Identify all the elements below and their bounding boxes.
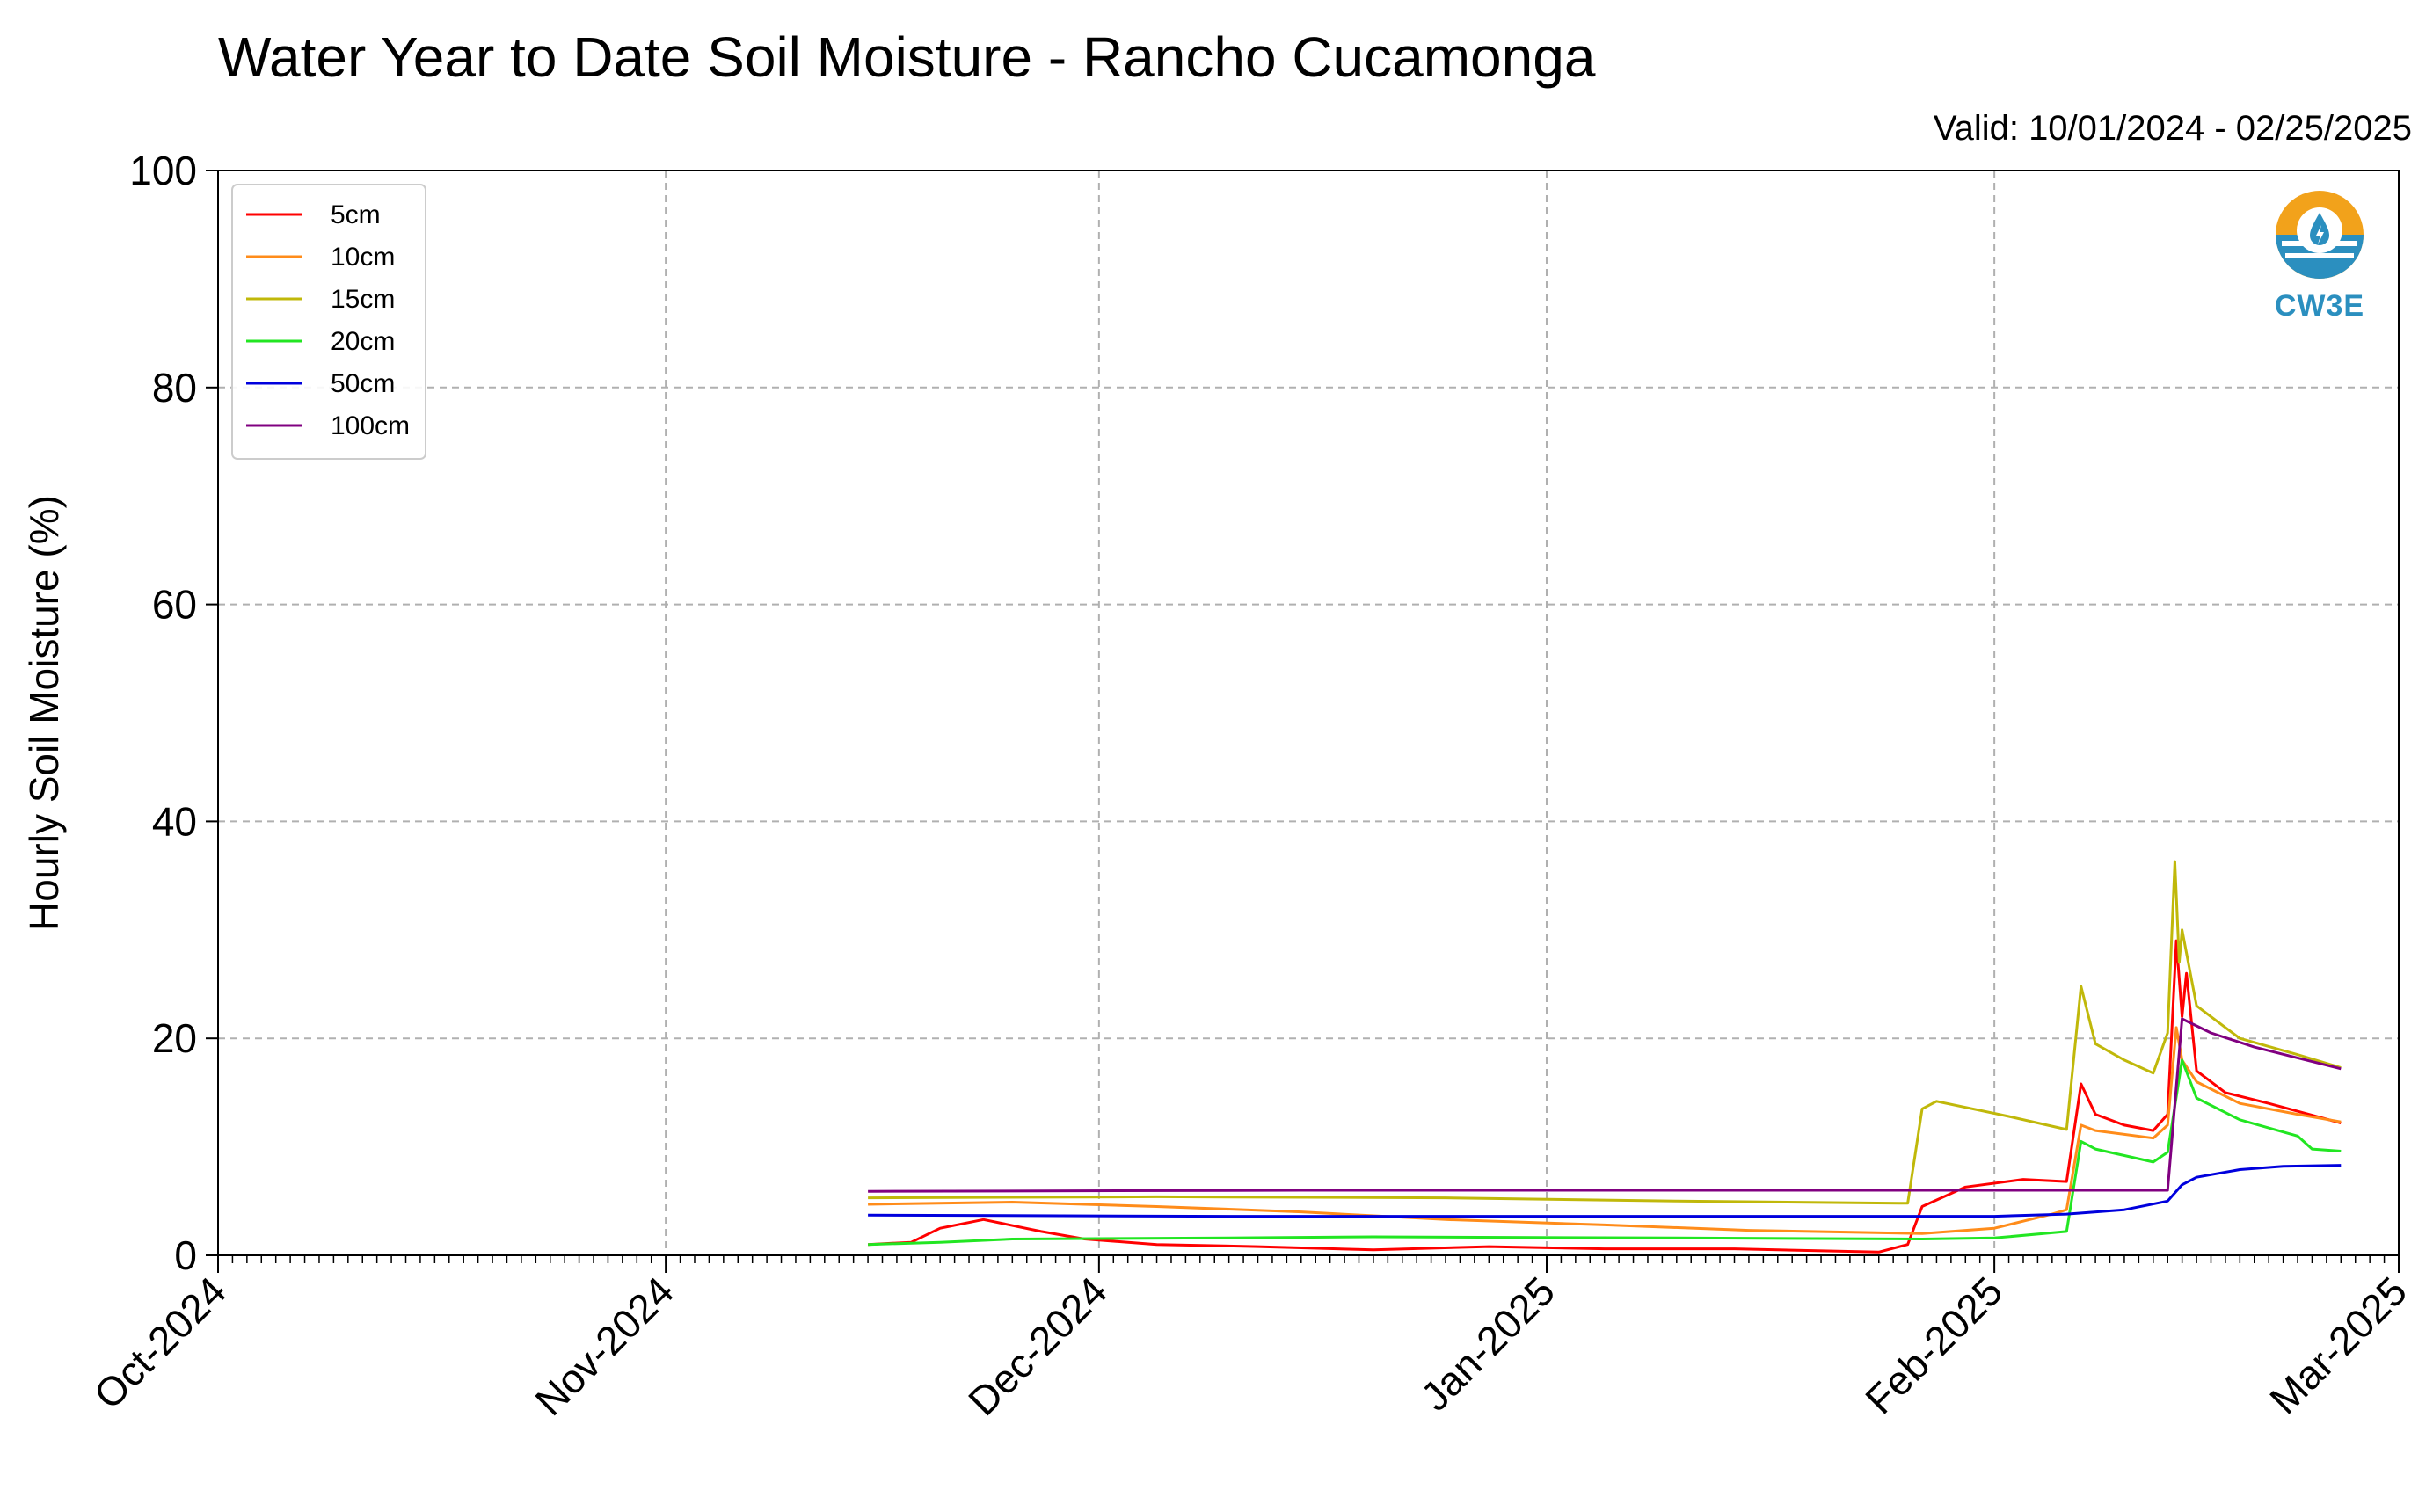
x-tick-label: Feb-2025 xyxy=(1856,1268,2011,1422)
series-line-50cm xyxy=(868,1164,2342,1218)
y-axis-label: Hourly Soil Moisture (%) xyxy=(21,495,67,931)
series-line-15cm xyxy=(868,860,2342,1205)
y-tick-label: 100 xyxy=(129,148,197,193)
cw3e-logo-icon xyxy=(2276,191,2364,279)
cw3e-logo: CW3E xyxy=(2267,186,2372,323)
logo-text: CW3E xyxy=(2274,289,2365,323)
legend-label: 20cm xyxy=(331,327,395,356)
x-tick-label: Oct-2024 xyxy=(85,1268,236,1418)
series-line-100cm xyxy=(868,1017,2342,1193)
grid-lines xyxy=(218,171,2399,1255)
plot-frame xyxy=(217,170,2400,1256)
y-tick-label: 80 xyxy=(152,365,197,411)
y-tick-label: 20 xyxy=(152,1015,197,1061)
x-minor-ticks xyxy=(217,1255,2400,1263)
valid-date-range: Valid: 10/01/2024 - 02/25/2025 xyxy=(1933,109,2412,148)
series-line-20cm xyxy=(868,1058,2342,1247)
x-tick-label: Mar-2025 xyxy=(2261,1268,2415,1422)
legend-label: 10cm xyxy=(331,243,395,272)
y-tick-label: 60 xyxy=(152,582,197,628)
x-tick-label: Nov-2024 xyxy=(526,1268,682,1424)
legend-label: 50cm xyxy=(331,369,395,398)
legend-label: 15cm xyxy=(331,285,395,314)
chart-title: Water Year to Date Soil Moisture - Ranch… xyxy=(218,25,1596,89)
x-tick-label: Jan-2025 xyxy=(1412,1268,1563,1419)
y-tick-label: 0 xyxy=(174,1232,197,1278)
series-line-10cm xyxy=(868,1026,2342,1235)
legend-label: 5cm xyxy=(331,200,381,229)
y-tick-label: 40 xyxy=(152,798,197,844)
x-tick-label: Dec-2024 xyxy=(959,1268,1116,1424)
series-lines xyxy=(868,860,2342,1254)
legend-box xyxy=(231,184,426,460)
legend-label: 100cm xyxy=(331,411,410,440)
legend: 5cm 10cm 15cm 20cm 50cm 100cm xyxy=(231,184,426,460)
